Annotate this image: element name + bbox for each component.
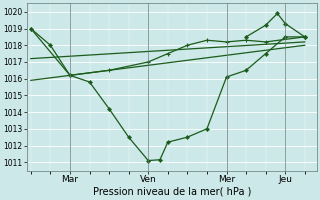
X-axis label: Pression niveau de la mer( hPa ): Pression niveau de la mer( hPa ): [92, 187, 251, 197]
